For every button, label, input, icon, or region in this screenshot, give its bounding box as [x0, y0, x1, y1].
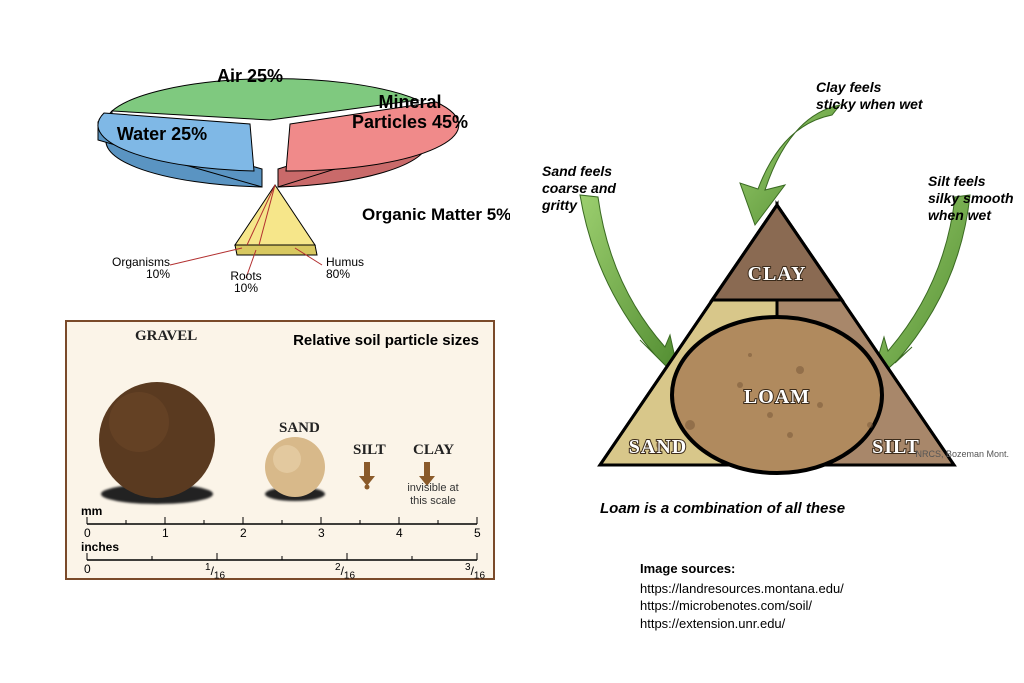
label-loam: LOAM [744, 386, 810, 408]
soil-texture-triangle: CLAY LOAM SAND SILT Clay feelssticky whe… [540, 85, 1015, 515]
ruler-inches [87, 553, 477, 560]
pie-svg: Air 25% Mineral Particles 45% Water 25% … [50, 40, 510, 300]
triangle-caption: Loam is a combination of all these [600, 500, 845, 517]
source-url: https://microbenotes.com/soil/ [640, 597, 844, 615]
label-silt: SILT [353, 442, 386, 459]
note-silt: Silt feelssilky smoothwhen wet [928, 173, 1014, 223]
pie-label-air: Air 25% [217, 66, 283, 86]
particle-size-diagram: Relative soil particle sizes [65, 320, 495, 580]
sources-heading: Image sources: [640, 560, 844, 578]
pie-label-mineral-l1: Mineral [378, 92, 441, 112]
label-gravel: GRAVEL [135, 328, 197, 345]
pie-label-water: Water 25% [117, 124, 207, 144]
label-clay: CLAY [748, 263, 807, 285]
silt-arrow [359, 462, 375, 486]
unit-mm: mm [81, 504, 102, 518]
source-url: https://landresources.montana.edu/ [640, 580, 844, 598]
label-sand: SAND [629, 436, 687, 458]
label-sand: SAND [279, 420, 320, 437]
label-silt: SILT [872, 436, 920, 458]
om-sub-humus: Humus80% [326, 255, 364, 281]
om-sub-organisms: Organisms10% [112, 255, 170, 281]
note-clay: Clay feelssticky when wet [816, 79, 923, 113]
unit-inches: inches [81, 540, 119, 554]
organic-matter-label: Organic Matter 5% [362, 205, 510, 224]
om-sub-roots: Roots10% [230, 269, 261, 295]
pie-label-mineral-l2: Particles 45% [352, 112, 468, 132]
source-url: https://extension.unr.edu/ [640, 615, 844, 633]
soil-composition-pie: Air 25% Mineral Particles 45% Water 25% … [50, 40, 510, 300]
organic-matter-wedge [235, 185, 317, 255]
image-sources: Image sources: https://landresources.mon… [640, 560, 844, 632]
triangle-svg: CLAY LOAM SAND SILT [540, 85, 1015, 505]
ruler-mm [87, 517, 477, 524]
triangle-credit: NRCS, Bozeman Mont. [915, 449, 1009, 459]
note-sand: Sand feelscoarse andgritty [542, 163, 616, 213]
label-clay: CLAY [413, 442, 454, 459]
clay-note: invisible atthis scale [403, 482, 463, 507]
